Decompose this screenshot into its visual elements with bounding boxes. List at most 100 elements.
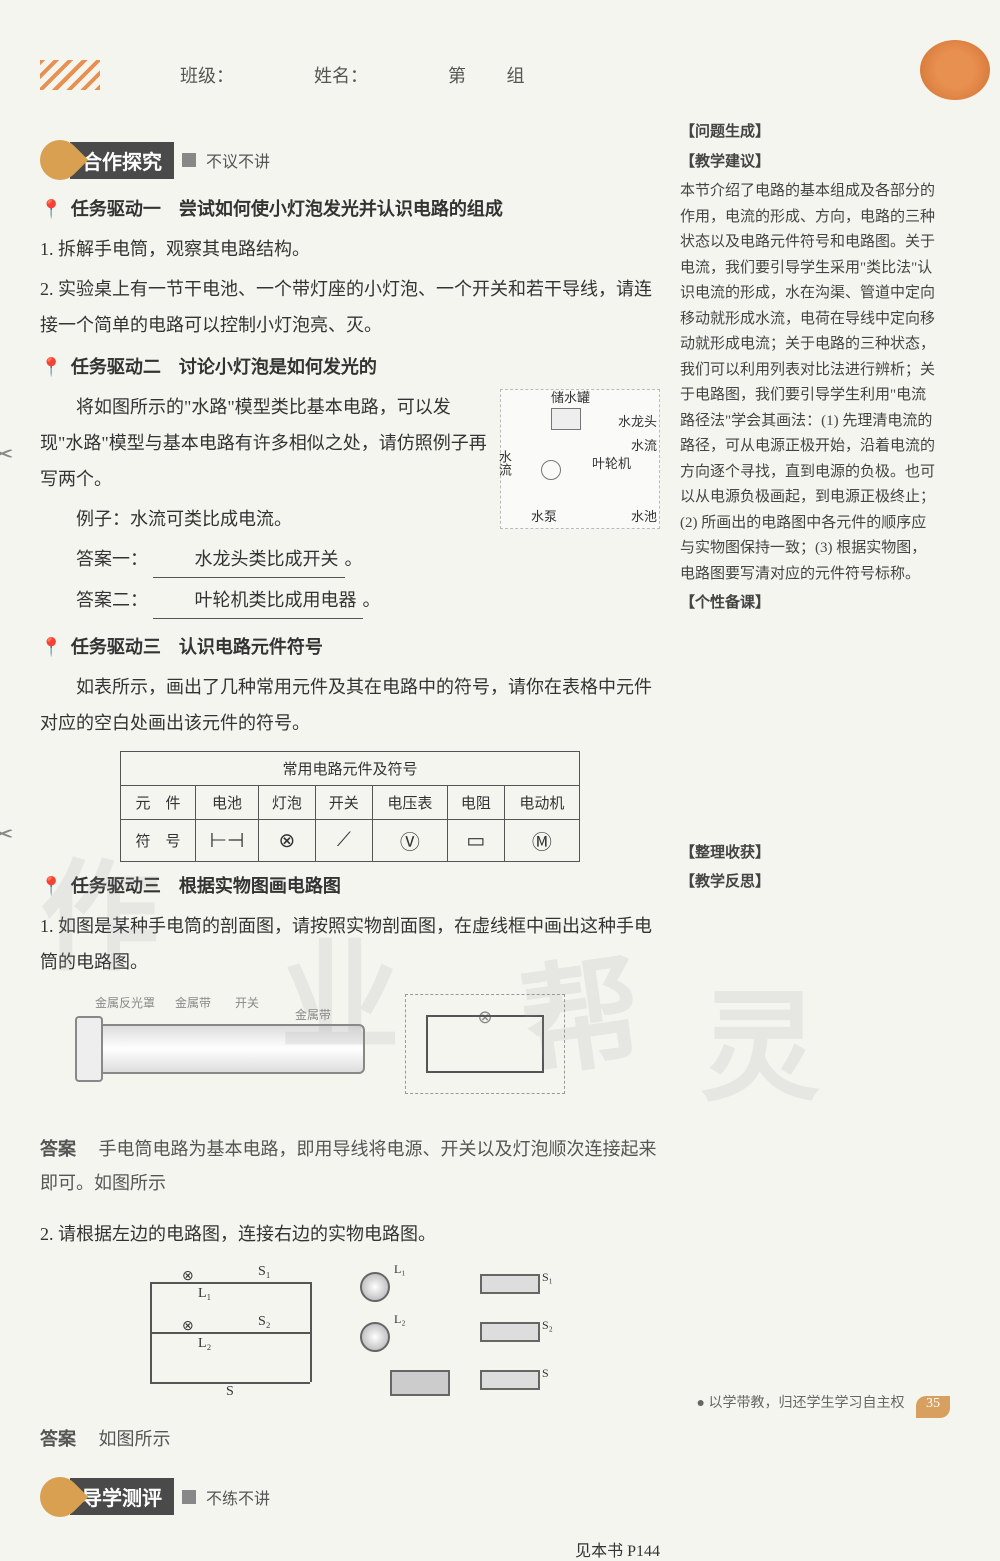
footer-motto: ● 以学带教，归还学生学习自主权 xyxy=(697,1396,905,1411)
task3b-ans2: 答案 如图所示 xyxy=(40,1422,660,1456)
real-lbl-s: S xyxy=(542,1366,549,1381)
lbl-band2: 金属带 xyxy=(295,1006,331,1023)
task2-ans2-row: 答案二： 叶轮机类比成用电器。 xyxy=(40,582,660,619)
row1-label: 元 件 xyxy=(121,786,196,820)
ans1-value[interactable]: 水龙头类比成开关 xyxy=(153,541,345,578)
left-column: 合作探究 不议不讲 📍 任务驱动一 尝试如何使小灯泡发光并认识电路的组成 1. … xyxy=(40,120,660,1561)
tank-shape xyxy=(551,408,581,430)
circuit-pair: ⊗ L₁ ⊗ L₂ S₁ S₂ S L₁ L₂ S₁ S₂ S xyxy=(40,1262,660,1412)
cell-name-5: 电动机 xyxy=(504,786,579,820)
real-switch-s2 xyxy=(480,1322,540,1342)
ans2-text: 如图所示 xyxy=(99,1429,171,1449)
lbl-wheel: 叶轮机 xyxy=(592,456,631,473)
cell-sym-0: ⊢⊣ xyxy=(196,820,259,862)
row2-label: 符 号 xyxy=(121,820,196,862)
cell-name-3: 电压表 xyxy=(372,786,447,820)
flame-icon xyxy=(32,132,89,189)
lbl-s2: S₂ xyxy=(258,1314,271,1330)
table-row-names: 元 件 电池 灯泡 开关 电压表 电阻 电动机 xyxy=(121,786,580,820)
cell-sym-4: ▭ xyxy=(447,820,504,862)
flame-icon xyxy=(32,1468,89,1525)
bulb-l1-icon: ⊗ xyxy=(182,1268,194,1285)
mini-icon xyxy=(182,1490,196,1504)
task1-title: 📍 任务驱动一 尝试如何使小灯泡发光并认识电路的组成 xyxy=(40,195,660,221)
real-bulb-l1 xyxy=(360,1272,390,1302)
cell-sym-2: ⟋ xyxy=(315,820,372,862)
table-caption: 常用电路元件及符号 xyxy=(121,752,580,786)
pin-icon: 📍 xyxy=(40,199,62,219)
lbl-l1: L₁ xyxy=(198,1286,211,1302)
lbl-switch: 开关 xyxy=(235,994,259,1011)
task3b-ans1: 答案 手电筒电路为基本电路，即用导线将电源、开关以及灯泡顺次连接起来即可。如图所… xyxy=(40,1132,660,1200)
class-field: 班级： xyxy=(180,62,234,88)
mini-icon xyxy=(182,153,196,167)
section1-subtitle: 不议不讲 xyxy=(206,148,270,172)
main-content: 合作探究 不议不讲 📍 任务驱动一 尝试如何使小灯泡发光并认识电路的组成 1. … xyxy=(40,120,960,1561)
flashlight-figure: 金属反光罩 金属带 开关 金属带 塑料壳 ⊗ xyxy=(40,984,600,1124)
header-badge-icon xyxy=(920,40,990,100)
task3b-q1: 1. 如图是某种手电筒的剖面图，请按照实物剖面图，在虚线框中画出这种手电筒的电路… xyxy=(40,908,660,980)
schematic-diagram: ⊗ L₁ ⊗ L₂ S₁ S₂ S xyxy=(130,1262,330,1402)
name-field: 姓名： xyxy=(314,62,368,88)
real-battery xyxy=(390,1370,450,1396)
lbl-reflector: 金属反光罩 xyxy=(95,994,155,1011)
task1-line1: 1. 拆解手电筒，观察其电路结构。 xyxy=(40,231,660,267)
task3a-title-text: 任务驱动三 认识电路元件符号 xyxy=(71,637,323,657)
cell-name-1: 灯泡 xyxy=(258,786,315,820)
scissors-icon: ✂ xyxy=(0,440,14,470)
bulb-l2-icon: ⊗ xyxy=(182,1318,194,1335)
section2-subtitle: 不练不讲 xyxy=(206,1485,270,1509)
section-cooperative-inquiry: 合作探究 不议不讲 xyxy=(40,140,660,180)
wire-top xyxy=(150,1282,310,1284)
lbl-s1: S₁ xyxy=(258,1264,271,1280)
cell-sym-5: Ⓜ xyxy=(504,820,579,862)
circuit-dashed-box[interactable]: ⊗ xyxy=(405,994,565,1094)
header-stripes xyxy=(40,60,100,90)
sidebar-h2: 【教学建议】 xyxy=(680,150,940,176)
ans1-label: 答案一： xyxy=(76,549,148,569)
wire-right xyxy=(310,1282,312,1382)
sidebar-h4: 【整理收获】 xyxy=(680,841,940,867)
flashlight-cross-section: 金属反光罩 金属带 开关 金属带 塑料壳 xyxy=(75,994,395,1114)
circuit-rect xyxy=(426,1015,544,1073)
lbl-tank: 储水罐 xyxy=(551,390,590,407)
real-bulb-l2 xyxy=(360,1322,390,1352)
lbl-pump: 水泵 xyxy=(531,509,557,526)
task2-title-text: 任务驱动二 讨论小灯泡是如何发光的 xyxy=(71,357,377,377)
table-row-symbols: 符 号 ⊢⊣ ⊗ ⟋ Ⓥ ▭ Ⓜ xyxy=(121,820,580,862)
ans2-value[interactable]: 叶轮机类比成用电器 xyxy=(153,582,363,619)
ans-label: 答案 xyxy=(40,1139,76,1159)
real-switch-s1 xyxy=(480,1274,540,1294)
sidebar-para: 本节介绍了电路的基本组成及各部分的作用，电流的形成、方向，电路的三种状态以及电路… xyxy=(680,179,940,587)
lbl-band1: 金属带 xyxy=(175,994,211,1011)
cell-name-0: 电池 xyxy=(196,786,259,820)
lbl-flow: 水流 xyxy=(631,438,657,455)
ans2-label: 答案 xyxy=(40,1429,76,1449)
component-table: 常用电路元件及符号 元 件 电池 灯泡 开关 电压表 电阻 电动机 符 号 ⊢⊣… xyxy=(120,751,580,862)
sidebar-h1: 【问题生成】 xyxy=(680,120,940,146)
wire-mid xyxy=(150,1332,310,1334)
task1-line2: 2. 实验桌上有一节干电池、一个带灯座的小灯泡、一个开关和若干导线，请连接一个简… xyxy=(40,271,660,343)
ans2-label: 答案二： xyxy=(76,590,148,610)
task2-title: 📍 任务驱动二 讨论小灯泡是如何发光的 xyxy=(40,353,660,379)
page-header: 班级： 姓名： 第 组 xyxy=(40,60,960,90)
lbl-flow-up: 水流 xyxy=(495,450,512,476)
task1-title-text: 任务驱动一 尝试如何使小灯泡发光并认识电路的组成 xyxy=(71,199,503,219)
right-sidebar: 【问题生成】 【教学建议】 本节介绍了电路的基本组成及各部分的作用，电流的形成、… xyxy=(680,120,940,1561)
real-lbl-s2: S₂ xyxy=(542,1318,553,1333)
pin-icon: 📍 xyxy=(40,876,62,896)
lbl-s: S xyxy=(226,1384,234,1400)
task2-ans1-row: 答案一： 水龙头类比成开关。 xyxy=(40,541,660,578)
lbl-pool: 水池 xyxy=(631,509,657,526)
physical-circuit[interactable]: L₁ L₂ S₁ S₂ S xyxy=(350,1262,570,1412)
water-analogy-diagram: 储水罐 水龙头 水流 叶轮机 水流 水泵 水池 xyxy=(500,389,660,529)
ans1-text: 手电筒电路为基本电路，即用导线将电源、开关以及灯泡顺次连接起来即可。如图所示 xyxy=(40,1139,657,1193)
real-lbl-l2: L₂ xyxy=(394,1312,406,1327)
real-switch-s xyxy=(480,1370,540,1390)
lbl-tap: 水龙头 xyxy=(618,414,657,431)
lbl-l2: L₂ xyxy=(198,1336,211,1352)
cell-name-2: 开关 xyxy=(315,786,372,820)
wheel-shape xyxy=(541,460,561,480)
cell-sym-3: Ⓥ xyxy=(372,820,447,862)
sidebar-h5: 【教学反思】 xyxy=(680,870,940,896)
